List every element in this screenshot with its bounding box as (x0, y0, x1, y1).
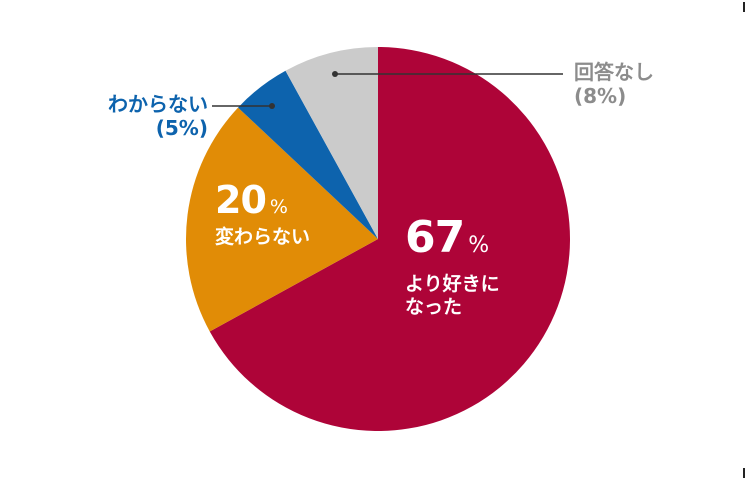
label-no-answer: 回答なし (8%) (574, 60, 654, 108)
label-no-change: 20% 変わらない (215, 178, 311, 248)
crop-mark-bottom (743, 468, 745, 478)
label-dont-know: わからない (5%) (108, 92, 208, 140)
label-liked-more: 67% より好きに なった (405, 212, 500, 318)
text-no-answer: 回答なし (574, 60, 654, 84)
pie-slice (209, 47, 570, 431)
pie-slice (285, 47, 378, 239)
pie-slice (186, 107, 378, 332)
leader-dot-no-answer (332, 71, 338, 77)
pct-no-answer: (8%) (574, 84, 627, 108)
pct-liked-more: 67 (405, 212, 465, 263)
text-no-change: 変わらない (215, 225, 311, 248)
pct-no-change: 20 (215, 178, 267, 222)
text-dont-know: わからない (108, 92, 208, 116)
pct-dont-know: (5%) (155, 116, 208, 140)
text-liked-more-1: より好きに (405, 272, 500, 295)
pie-slice (238, 70, 378, 239)
text-liked-more-2: なった (405, 295, 463, 318)
crop-mark-top (743, 2, 745, 12)
leader-dot-dont-know (269, 103, 275, 109)
